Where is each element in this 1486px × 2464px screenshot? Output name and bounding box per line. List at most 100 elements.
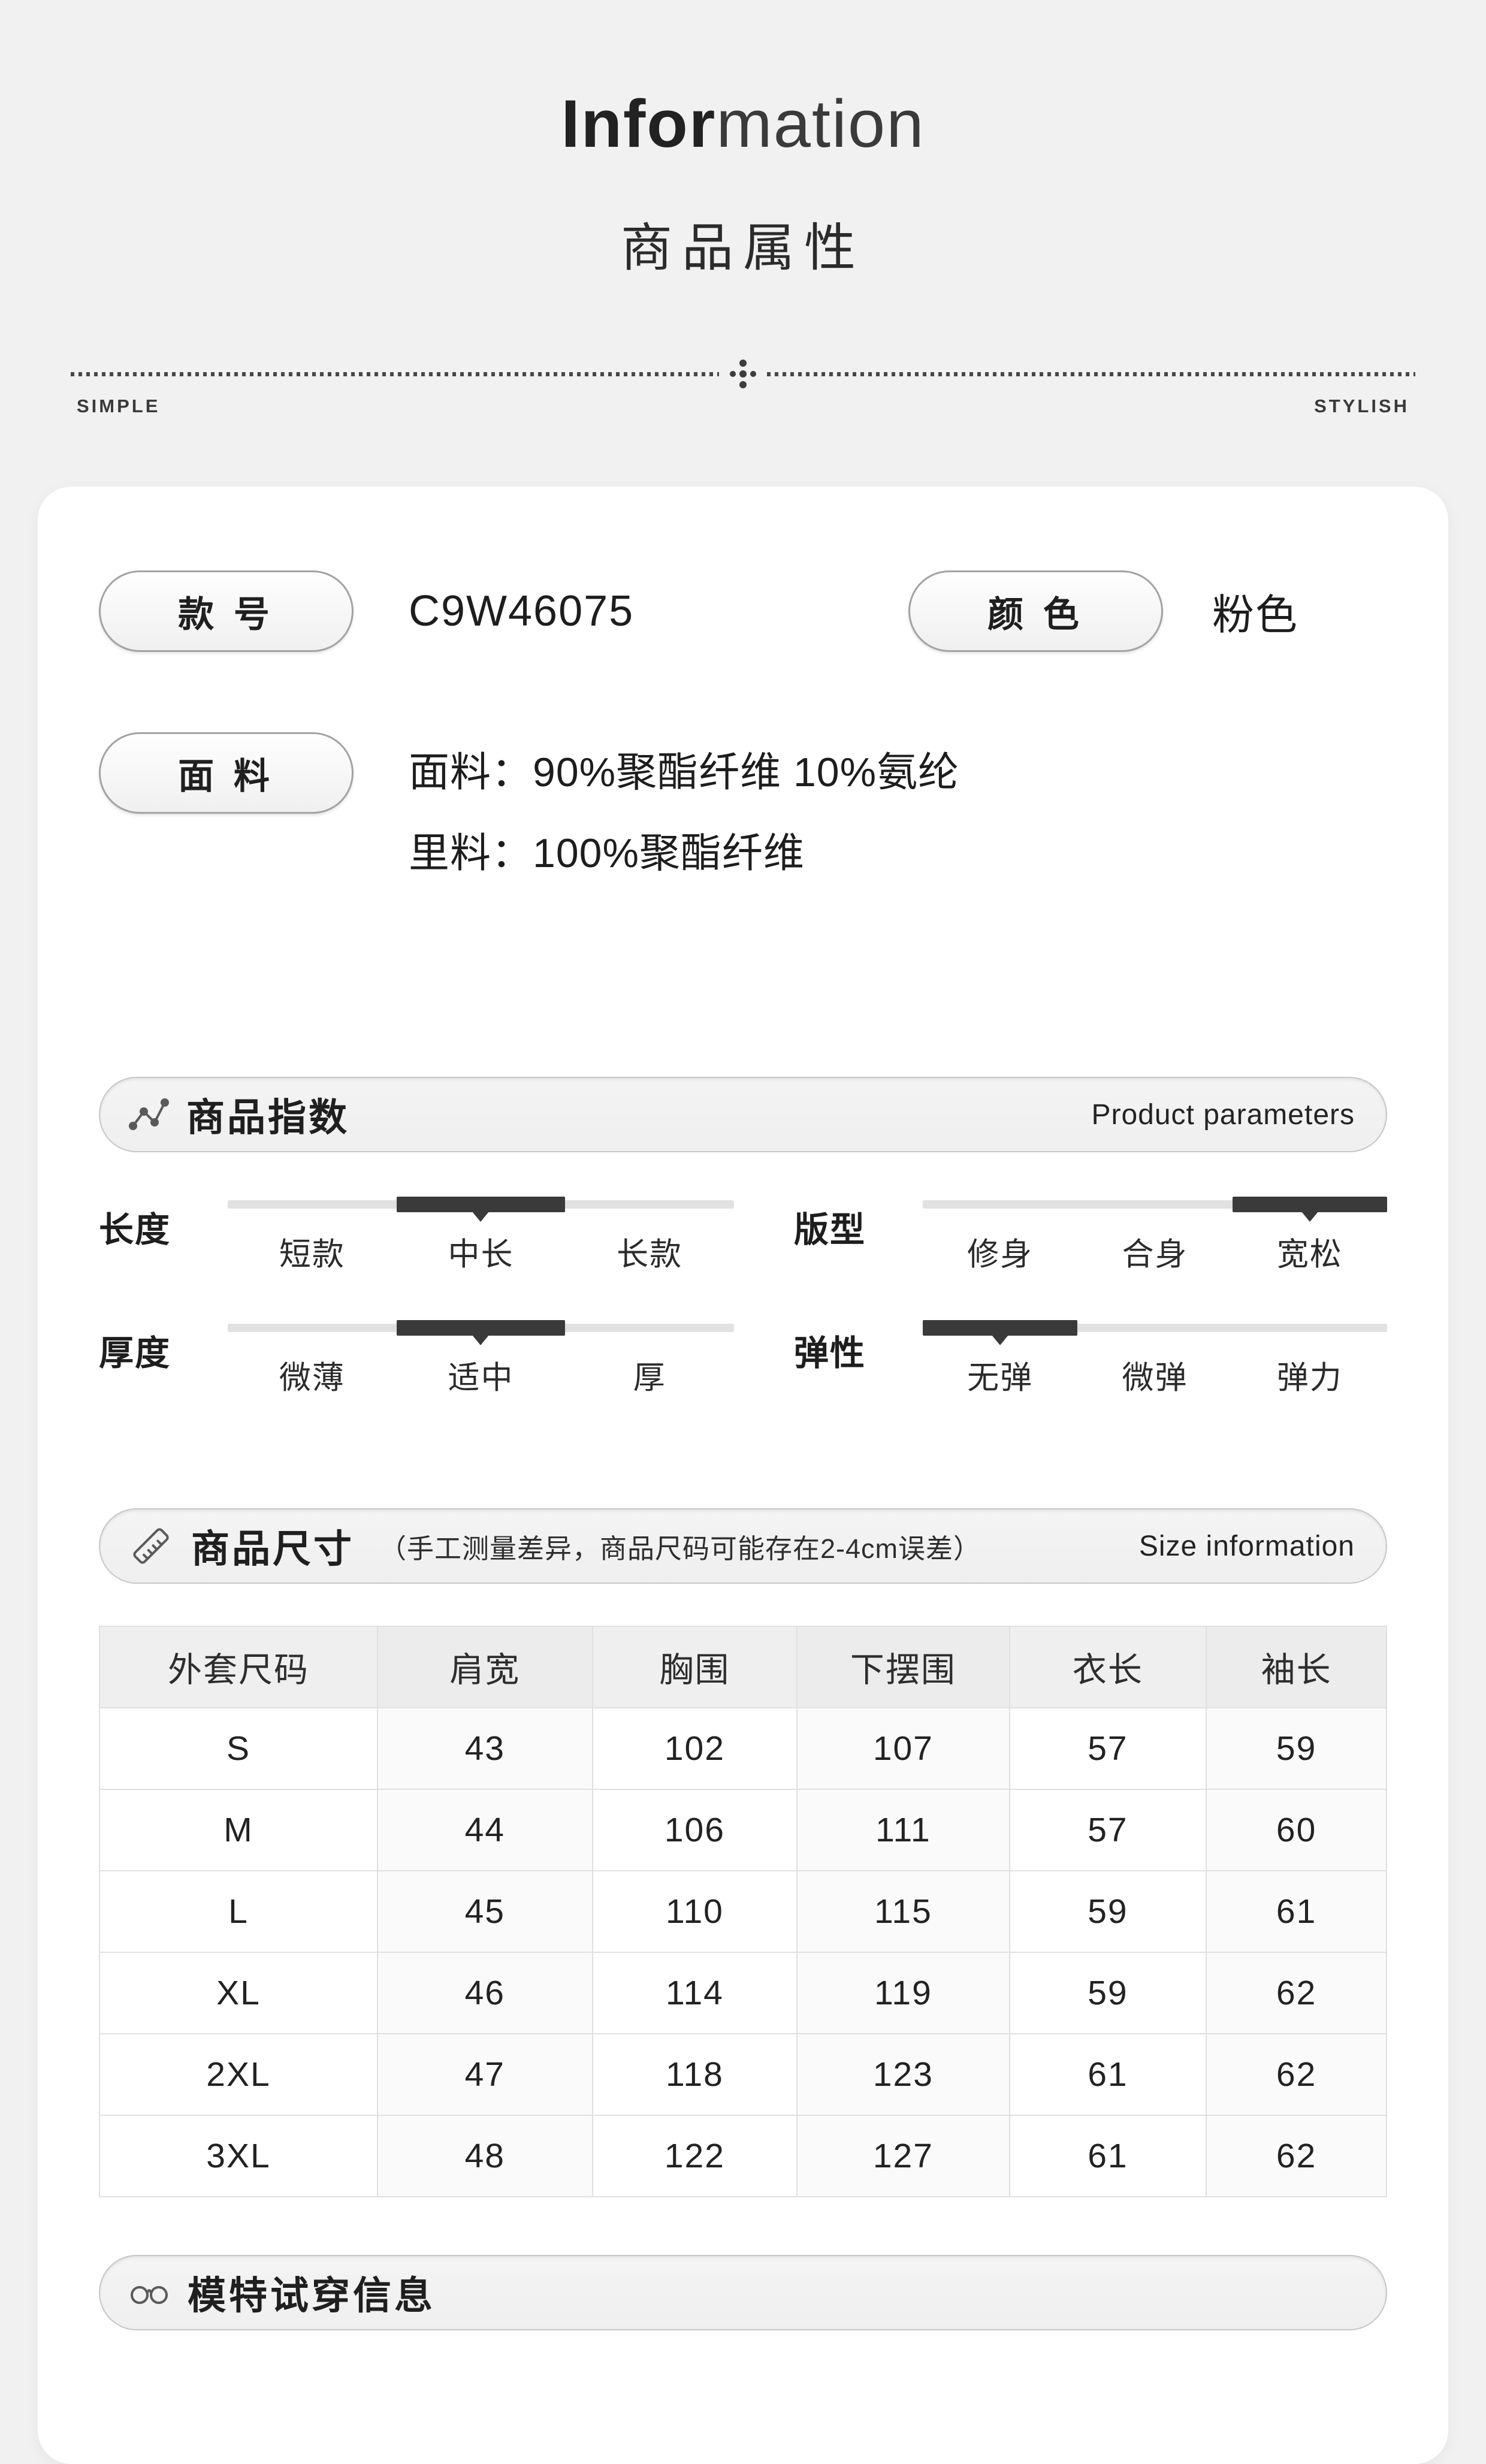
product-info-card: 款 号 C9W46075 颜 色 粉色 面 料 面料：90%聚酯纤维 10%氨纶… <box>38 487 1448 2464</box>
slider-track <box>228 1320 734 1336</box>
param-elasticity: 弹性 无弹 微弹 弹力 <box>794 1320 1387 1398</box>
col-header-sleeve: 袖长 <box>1206 1626 1387 1709</box>
table-row: M 44 106 111 57 60 <box>99 1789 1387 1872</box>
col-header-size: 外套尺码 <box>99 1626 378 1709</box>
cell: 106 <box>591 1789 798 1872</box>
col-header-length: 衣长 <box>1008 1626 1207 1709</box>
cell: 118 <box>591 2033 798 2116</box>
model-info-bar: 模特试穿信息 <box>99 2255 1387 2331</box>
cell: 59 <box>1206 1707 1387 1790</box>
cell: 62 <box>1206 1952 1387 2035</box>
size-table-header: 外套尺码 肩宽 胸围 下摆围 衣长 袖长 <box>99 1626 1387 1709</box>
param-slider: 微薄 适中 厚 <box>228 1320 734 1398</box>
cell: L <box>99 1870 378 1953</box>
product-parameters-title: 商品指数 <box>186 1096 349 1140</box>
header-tags: SIMPLE STYLISH <box>0 395 1486 417</box>
cell: 45 <box>376 1870 593 1953</box>
slider-option: 中长 <box>448 1237 514 1273</box>
param-fit: 版型 修身 合身 宽松 <box>794 1197 1387 1275</box>
slider-selected-segment <box>396 1320 566 1336</box>
slider-option: 无弹 <box>967 1360 1034 1396</box>
cell: 61 <box>1008 2033 1207 2116</box>
cell: S <box>99 1707 378 1790</box>
cell: 61 <box>1206 1870 1387 1953</box>
page-subtitle: 商品属性 <box>621 219 865 277</box>
slider-options: 修身 合身 宽松 <box>923 1229 1387 1275</box>
header-divider <box>0 370 1486 378</box>
param-slider: 修身 合身 宽松 <box>923 1197 1387 1275</box>
page-header: Information 商品属性 SIMPLE STYLISH <box>0 0 1486 417</box>
param-label: 版型 <box>794 1210 866 1250</box>
cell: 62 <box>1206 2033 1387 2116</box>
cell: XL <box>99 1952 378 2035</box>
slider-option: 适中 <box>448 1360 514 1396</box>
cell: 2XL <box>99 2033 378 2116</box>
param-label: 弹性 <box>794 1334 866 1373</box>
cell: 61 <box>1008 2115 1207 2198</box>
fabric-lining-line: 里料：100%聚酯纤维 <box>409 830 805 876</box>
slider-selected-segment <box>923 1320 1078 1336</box>
slider-selected-segment <box>396 1197 566 1213</box>
slider-option: 弹力 <box>1276 1360 1343 1396</box>
slider-option: 微薄 <box>279 1360 345 1396</box>
cell: 44 <box>376 1789 593 1872</box>
table-row: S 43 102 107 57 59 <box>99 1707 1387 1790</box>
diamond-dots-ornament-icon <box>739 370 747 378</box>
tag-simple: SIMPLE <box>77 395 161 416</box>
slider-option: 修身 <box>967 1237 1034 1273</box>
slider-track <box>923 1197 1387 1213</box>
color-pill: 颜 色 <box>908 570 1163 652</box>
style-color-row: 款 号 C9W46075 颜 色 粉色 <box>99 570 1387 652</box>
page-title-bold: Infor <box>561 86 717 161</box>
param-thickness: 厚度 微薄 适中 厚 <box>99 1320 734 1398</box>
fabric-row: 面 料 面料：90%聚酯纤维 10%氨纶 里料：100%聚酯纤维 <box>99 732 1387 893</box>
cell: 59 <box>1008 1952 1207 2035</box>
product-parameters-bar: 商品指数 Product parameters <box>99 1077 1387 1153</box>
cell: 114 <box>591 1952 798 2035</box>
cell: 102 <box>591 1707 798 1790</box>
slider-options: 短款 中长 长款 <box>228 1229 734 1275</box>
cell: 111 <box>796 1789 1010 1872</box>
col-header-shoulder: 肩宽 <box>376 1626 593 1709</box>
cell: 122 <box>591 2115 798 2198</box>
fabric-pill: 面 料 <box>99 732 354 814</box>
cell: 43 <box>376 1707 593 1790</box>
page-title: Information <box>0 85 1486 162</box>
color-group: 颜 色 粉色 <box>908 570 1298 652</box>
parameters-grid: 长度 短款 中长 长款 版型 修身 合身 <box>99 1197 1387 1398</box>
cell: 62 <box>1206 2115 1387 2198</box>
table-row: 2XL 47 118 123 61 62 <box>99 2033 1387 2116</box>
table-row: XL 46 114 119 59 62 <box>99 1952 1387 2035</box>
tag-stylish: STYLISH <box>1314 395 1409 416</box>
page-title-light: mation <box>716 86 925 161</box>
col-header-hem: 下摆围 <box>796 1626 1010 1709</box>
glasses-icon <box>128 2275 171 2311</box>
fabric-composition: 面料：90%聚酯纤维 10%氨纶 里料：100%聚酯纤维 <box>409 732 959 893</box>
slider-option: 厚 <box>633 1360 666 1396</box>
cell: M <box>99 1789 378 1872</box>
slider-track <box>228 1197 734 1213</box>
model-info-title: 模特试穿信息 <box>188 2274 436 2318</box>
param-label: 长度 <box>99 1210 171 1250</box>
cell: 57 <box>1008 1707 1207 1790</box>
slider-option: 微弹 <box>1122 1360 1188 1396</box>
col-header-bust: 胸围 <box>591 1626 798 1709</box>
cell: 110 <box>591 1870 798 1953</box>
slider-option: 短款 <box>279 1237 345 1273</box>
slider-track <box>923 1320 1387 1336</box>
param-length: 长度 短款 中长 长款 <box>99 1197 734 1275</box>
cell: 123 <box>796 2033 1010 2116</box>
cell: 57 <box>1008 1789 1207 1872</box>
size-measure-note: （手工测量差异，商品尺码可能存在2-4cm误差） <box>379 1533 981 1564</box>
param-slider: 短款 中长 长款 <box>228 1197 734 1275</box>
slider-selected-segment <box>1232 1197 1387 1213</box>
param-slider: 无弹 微弹 弹力 <box>923 1320 1387 1398</box>
ruler-icon <box>128 1523 174 1569</box>
param-label: 厚度 <box>99 1334 171 1373</box>
cell: 59 <box>1008 1870 1207 1953</box>
fabric-outer-line: 面料：90%聚酯纤维 10%氨纶 <box>409 750 960 795</box>
dotted-line-right <box>767 372 1415 376</box>
size-information-title-en: Size information <box>1138 1530 1355 1562</box>
product-parameters-title-en: Product parameters <box>1091 1098 1355 1131</box>
cell: 48 <box>376 2115 593 2198</box>
